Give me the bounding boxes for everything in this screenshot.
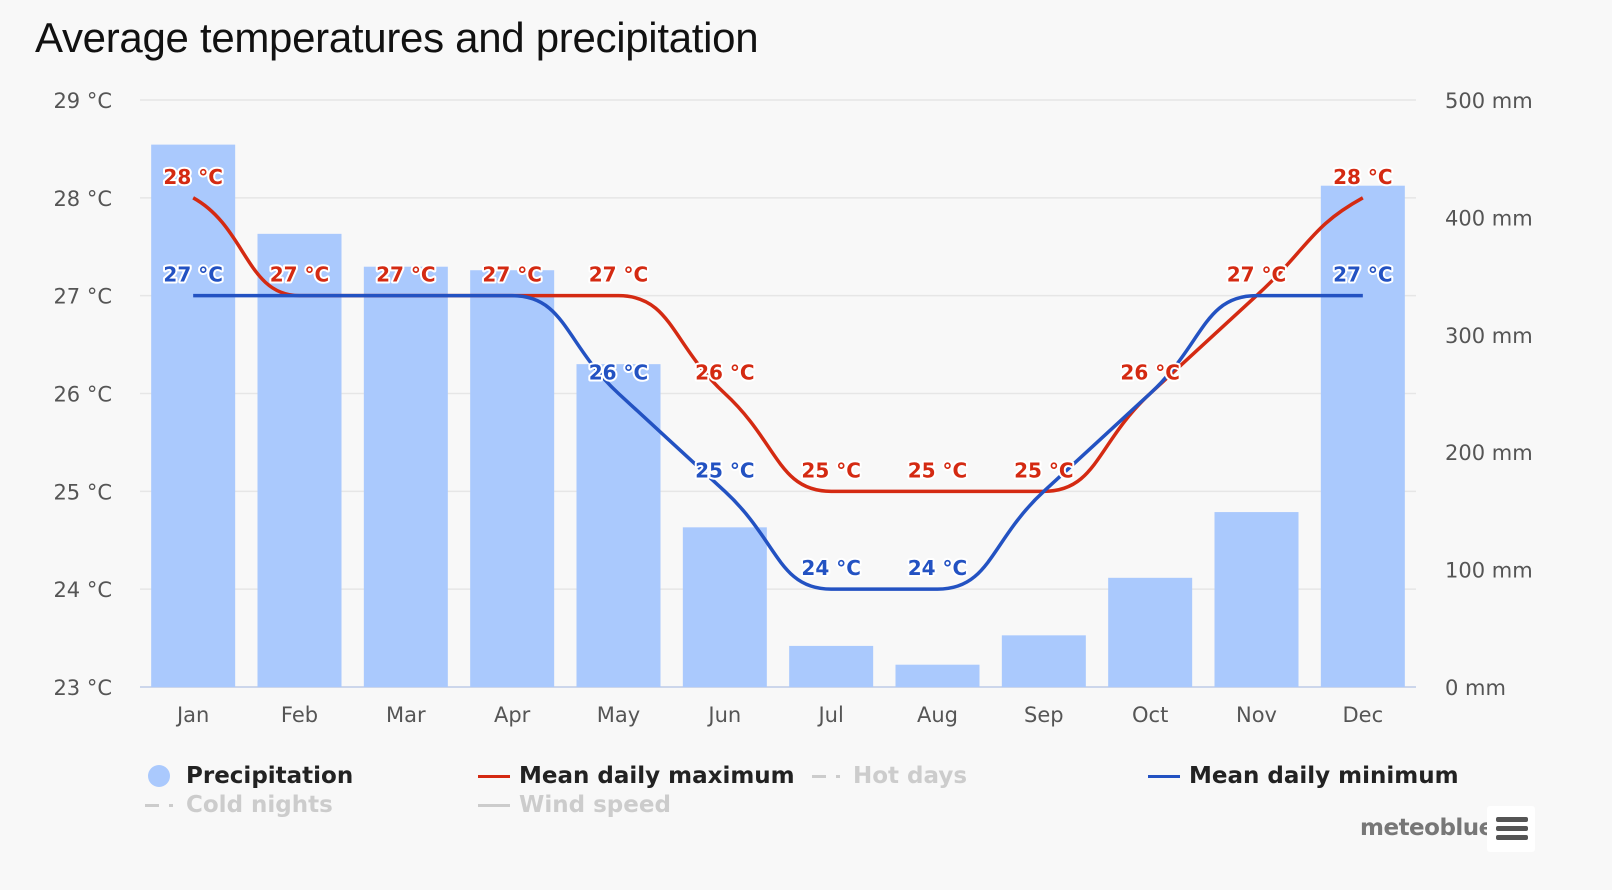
- temperature-lines: [192, 196, 1364, 591]
- grid-lines: [140, 99, 1416, 688]
- mean-daily-minimum-line[interactable]: [193, 293, 1363, 591]
- y-axis-right-tick-label: 0 mm: [1445, 676, 1506, 700]
- precipitation-bar[interactable]: [789, 645, 874, 687]
- legend-item-hot[interactable]: Hot days: [812, 763, 967, 789]
- axis-labels: 23 °C 24 °C 25 °C 26 °C 27 °C 28 °C 29 °C 0 mm 1…: [53, 89, 1532, 727]
- y-axis-left-tick-label: 25 °C: [53, 480, 112, 504]
- mean-daily-maximum-data-label: 26 °C: [695, 361, 754, 385]
- y-axis-left-tick-label: 23 °C: [53, 676, 112, 700]
- legend-symbol-max: [478, 764, 510, 788]
- precipitation-bar[interactable]: [363, 266, 448, 687]
- legend-item-precip[interactable]: Precipitation: [145, 763, 353, 789]
- legend-label: Mean daily maximum: [519, 763, 795, 789]
- legend-symbol-precip: [145, 764, 177, 788]
- y-axis-left-tick-label: 27 °C: [53, 285, 112, 309]
- legend-item-min[interactable]: Mean daily minimum: [1148, 763, 1459, 789]
- precipitation-bar[interactable]: [1001, 635, 1086, 687]
- precipitation-bar[interactable]: [1214, 512, 1299, 687]
- data-labels: 28 °C 27 °C 27 °C 27 °C 27 °C 26 °C 25 °C 25 °C…: [161, 163, 1394, 582]
- mean-daily-maximum-data-label: 28 °C: [1333, 165, 1392, 189]
- x-axis-tick-label: Dec: [1343, 703, 1384, 727]
- precipitation-bar[interactable]: [470, 270, 555, 687]
- mean-daily-maximum-data-label: 27 °C: [1227, 263, 1286, 287]
- x-axis-tick-label: Mar: [386, 703, 426, 727]
- legend-symbol-cold: [145, 793, 177, 817]
- x-axis-tick-label: Apr: [494, 703, 531, 727]
- precipitation-bar[interactable]: [257, 233, 342, 687]
- mean-daily-maximum-data-label: 25 °C: [1014, 458, 1073, 482]
- x-axis-tick-label: Oct: [1132, 703, 1168, 727]
- x-axis-tick-label: Feb: [281, 703, 318, 727]
- hamburger-menu-icon[interactable]: [1487, 806, 1535, 852]
- x-axis-tick-label: Aug: [917, 703, 958, 727]
- mean-daily-minimum-data-label: 24 °C: [801, 556, 860, 580]
- precipitation-bar[interactable]: [576, 364, 661, 687]
- y-axis-left-tick-label: 29 °C: [53, 89, 112, 113]
- legend-item-cold[interactable]: Cold nights: [145, 792, 333, 818]
- x-axis-tick-label: Jan: [175, 703, 209, 727]
- precipitation-bars: [151, 144, 1405, 687]
- precipitation-bar[interactable]: [682, 527, 767, 687]
- legend-item-wind[interactable]: Wind speed: [478, 792, 671, 818]
- precipitation-bar[interactable]: [1320, 185, 1405, 687]
- y-axis-left-tick-label: 26 °C: [53, 383, 112, 407]
- mean-daily-minimum-data-label: 26 °C: [589, 361, 648, 385]
- legend-symbol-min: [1148, 764, 1180, 788]
- y-axis-left-tick-label: 24 °C: [53, 578, 112, 602]
- mean-daily-maximum-data-label: 27 °C: [589, 263, 648, 287]
- x-axis-tick-label: Nov: [1236, 703, 1277, 727]
- legend-label: Hot days: [853, 763, 968, 789]
- legend-label: Cold nights: [186, 792, 333, 818]
- y-axis-right-tick-label: 200 mm: [1445, 441, 1533, 465]
- mean-daily-maximum-data-label: 27 °C: [376, 263, 435, 287]
- mean-daily-maximum-data-label: 28 °C: [163, 165, 222, 189]
- mean-daily-minimum-data-label: 27 °C: [1333, 263, 1392, 287]
- y-axis-left-tick-label: 28 °C: [53, 187, 112, 211]
- x-axis-tick-label: Jul: [816, 703, 843, 727]
- y-axis-right-tick-label: 400 mm: [1445, 206, 1533, 230]
- mean-daily-minimum-data-label: 25 °C: [695, 458, 754, 482]
- credits-logo[interactable]: meteoblue: [1360, 815, 1494, 841]
- legend-symbol-wind: [478, 793, 510, 817]
- precipitation-bar[interactable]: [151, 144, 236, 687]
- legend-symbol-hot: [812, 764, 844, 788]
- y-axis-right-tick-label: 500 mm: [1445, 89, 1533, 113]
- x-axis-tick-label: Jun: [706, 703, 741, 727]
- mean-daily-maximum-data-label: 27 °C: [482, 263, 541, 287]
- mean-daily-maximum-data-label: 25 °C: [801, 458, 860, 482]
- y-axis-right-tick-label: 300 mm: [1445, 324, 1533, 348]
- mean-daily-maximum-data-label: 25 °C: [908, 458, 967, 482]
- mean-daily-maximum-data-label: 26 °C: [1120, 361, 1179, 385]
- legend-label: Mean daily minimum: [1189, 763, 1459, 789]
- y-axis-right-tick-label: 100 mm: [1445, 559, 1533, 583]
- chart-title: Average temperatures and precipitation: [35, 14, 759, 61]
- x-axis-tick-label: Sep: [1024, 703, 1064, 727]
- mean-daily-maximum-data-label: 27 °C: [270, 263, 329, 287]
- x-axis-tick-label: May: [597, 703, 640, 727]
- mean-daily-minimum-data-label: 24 °C: [908, 556, 967, 580]
- legend-label: Precipitation: [186, 763, 354, 789]
- legend-item-max[interactable]: Mean daily maximum: [478, 763, 795, 789]
- legend-label: Wind speed: [519, 792, 671, 818]
- precipitation-bar[interactable]: [1108, 577, 1193, 687]
- mean-daily-minimum-data-label: 27 °C: [163, 263, 222, 287]
- precipitation-bar[interactable]: [895, 664, 980, 687]
